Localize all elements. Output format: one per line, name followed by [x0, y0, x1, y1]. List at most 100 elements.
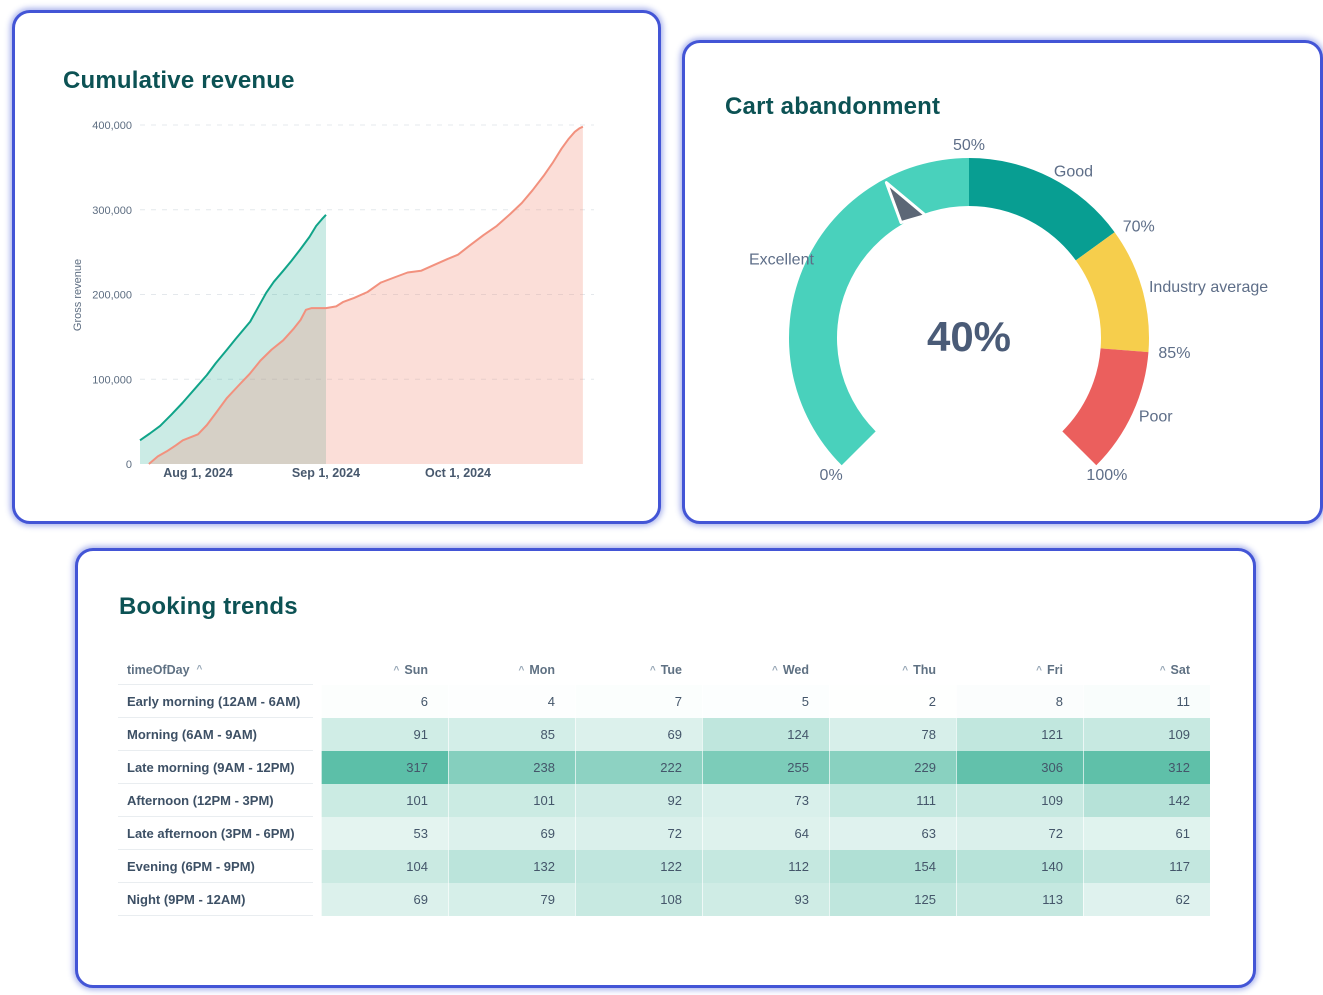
- column-header-wed[interactable]: ^ Wed: [702, 655, 829, 685]
- heatmap-cell: 112: [702, 850, 829, 883]
- heatmap-cell: 69: [321, 883, 448, 916]
- card-title-booking-trends: Booking trends: [119, 593, 298, 620]
- column-gap: [313, 784, 321, 817]
- row-label: Morning (6AM - 9AM): [118, 718, 313, 751]
- gauge-tick-label: 50%: [953, 137, 985, 154]
- heatmap-cell: 5: [702, 685, 829, 718]
- sort-caret-icon: ^: [902, 664, 909, 676]
- column-header-label: Thu: [913, 663, 936, 677]
- heatmap-cell: 7: [575, 685, 702, 718]
- column-header-sun[interactable]: ^ Sun: [321, 655, 448, 685]
- x-tick-label: Aug 1, 2024: [163, 466, 233, 480]
- heatmap-row: Late morning (9AM - 12PM) 317 238 222 255 229…: [118, 751, 1210, 784]
- heatmap-cell: 142: [1083, 784, 1210, 817]
- heatmap-cell: 69: [575, 718, 702, 751]
- card-cart-abandonment: 0% 50% 70% 85% 100% Excellent Good Industry ave…: [682, 40, 1323, 524]
- heatmap-cell: 229: [829, 751, 956, 784]
- heatmap-row: Morning (6AM - 9AM) 91 85 69 124 78 121 109: [118, 718, 1210, 751]
- column-gap: [313, 751, 321, 784]
- heatmap-row: Night (9PM - 12AM) 69 79 108 93 125 113 62: [118, 883, 1210, 916]
- row-label: Late afternoon (3PM - 6PM): [118, 817, 313, 850]
- gauge-segment-label: Good: [1054, 163, 1093, 180]
- card-title-cumulative-revenue: Cumulative revenue: [63, 67, 295, 94]
- gauge-segment-label: Industry average: [1149, 279, 1268, 296]
- row-label: Night (9PM - 12AM): [118, 883, 313, 916]
- column-header-tue[interactable]: ^ Tue: [575, 655, 702, 685]
- y-tick-label: 400,000: [92, 120, 132, 132]
- column-header-label: timeOfDay: [127, 662, 190, 677]
- column-header-label: Wed: [782, 663, 809, 677]
- heatmap-cell: 104: [321, 850, 448, 883]
- heatmap-cell: 101: [448, 784, 575, 817]
- column-header-label: Mon: [529, 663, 555, 677]
- sort-caret-icon: ^: [649, 664, 656, 676]
- column-header-label: Sun: [404, 663, 428, 677]
- gauge-tick-label: 0%: [820, 467, 843, 484]
- card-booking-trends: Booking trends timeOfDay ^ ^ Sun ^ Mon ^ Tue ^ We…: [75, 548, 1256, 988]
- heatmap-cell: 113: [956, 883, 1083, 916]
- gauge-tick-label: 85%: [1158, 345, 1190, 362]
- column-gap: [313, 883, 321, 916]
- heatmap-cell: 72: [956, 817, 1083, 850]
- row-label: Late morning (9AM - 12PM): [118, 751, 313, 784]
- y-tick-label: 100,000: [92, 374, 132, 386]
- heatmap-cell: 69: [448, 817, 575, 850]
- heatmap-cell: 108: [575, 883, 702, 916]
- heatmap-header-row: timeOfDay ^ ^ Sun ^ Mon ^ Tue ^ Wed ^ Thu ^ Fri ^ Sat: [118, 655, 1210, 685]
- x-tick-label: Oct 1, 2024: [425, 466, 491, 480]
- heatmap-cell: 124: [702, 718, 829, 751]
- heatmap-cell: 111: [829, 784, 956, 817]
- column-header-mon[interactable]: ^ Mon: [448, 655, 575, 685]
- column-header-timeofday[interactable]: timeOfDay ^: [118, 655, 313, 685]
- heatmap-cell: 222: [575, 751, 702, 784]
- x-tick-label: Sep 1, 2024: [292, 466, 360, 480]
- card-title-cart-abandonment: Cart abandonment: [725, 93, 941, 120]
- line-salmon: [148, 125, 584, 465]
- y-tick-label: 300,000: [92, 205, 132, 217]
- heatmap-cell: 306: [956, 751, 1083, 784]
- y-axis-title: Gross revenue: [72, 259, 84, 331]
- row-label: Early morning (12AM - 6AM): [118, 685, 313, 718]
- sort-caret-icon: ^: [771, 664, 778, 676]
- cart-abandonment-gauge: 0% 50% 70% 85% 100% Excellent Good Industry ave…: [749, 137, 1268, 484]
- gauge-segment-good: [969, 158, 1115, 261]
- heatmap-cell: 53: [321, 817, 448, 850]
- heatmap-cell: 72: [575, 817, 702, 850]
- gauge-needle: [884, 181, 928, 225]
- card-cumulative-revenue: 0 100,000 200,000 300,000 400,000 Gross reven…: [12, 10, 661, 524]
- heatmap-cell: 117: [1083, 850, 1210, 883]
- gauge-segment-industry-average: [1075, 232, 1150, 353]
- heatmap-cell: 85: [448, 718, 575, 751]
- heatmap-cell: 2: [829, 685, 956, 718]
- column-gap: [313, 655, 321, 685]
- heatmap-cell: 121: [956, 718, 1083, 751]
- heatmap-cell: 91: [321, 718, 448, 751]
- gauge-value: 40%: [927, 313, 1011, 360]
- heatmap-cell: 6: [321, 685, 448, 718]
- column-header-label: Sat: [1170, 663, 1190, 677]
- heatmap-row: Late afternoon (3PM - 6PM) 53 69 72 64 63 72 61: [118, 817, 1210, 850]
- heatmap-cell: 92: [575, 784, 702, 817]
- row-label: Evening (6PM - 9PM): [118, 850, 313, 883]
- column-header-label: Tue: [660, 663, 682, 677]
- column-header-thu[interactable]: ^ Thu: [829, 655, 956, 685]
- heatmap-cell: 255: [702, 751, 829, 784]
- heatmap-cell: 109: [1083, 718, 1210, 751]
- y-tick-label: 0: [126, 459, 132, 471]
- heatmap-cell: 238: [448, 751, 575, 784]
- heatmap-cell: 312: [1083, 751, 1210, 784]
- heatmap-row: Evening (6PM - 9PM) 104 132 122 112 154 140 117: [118, 850, 1210, 883]
- gauge-tick-label: 70%: [1123, 218, 1155, 235]
- heatmap-cell: 122: [575, 850, 702, 883]
- heatmap-cell: 132: [448, 850, 575, 883]
- column-header-fri[interactable]: ^ Fri: [956, 655, 1083, 685]
- column-gap: [313, 718, 321, 751]
- column-header-sat[interactable]: ^ Sat: [1083, 655, 1210, 685]
- sort-caret-icon: ^: [196, 664, 203, 675]
- line-teal: [139, 214, 327, 442]
- sort-caret-icon: ^: [393, 664, 400, 676]
- heatmap-cell: 4: [448, 685, 575, 718]
- gauge-segment-excellent: [788, 158, 969, 466]
- heatmap-cell: 93: [702, 883, 829, 916]
- column-gap: [313, 817, 321, 850]
